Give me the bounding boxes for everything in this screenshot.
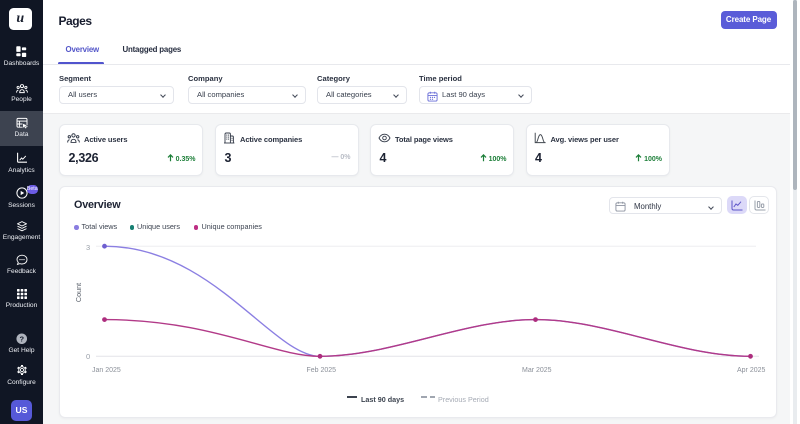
- svg-text:?: ?: [19, 334, 24, 343]
